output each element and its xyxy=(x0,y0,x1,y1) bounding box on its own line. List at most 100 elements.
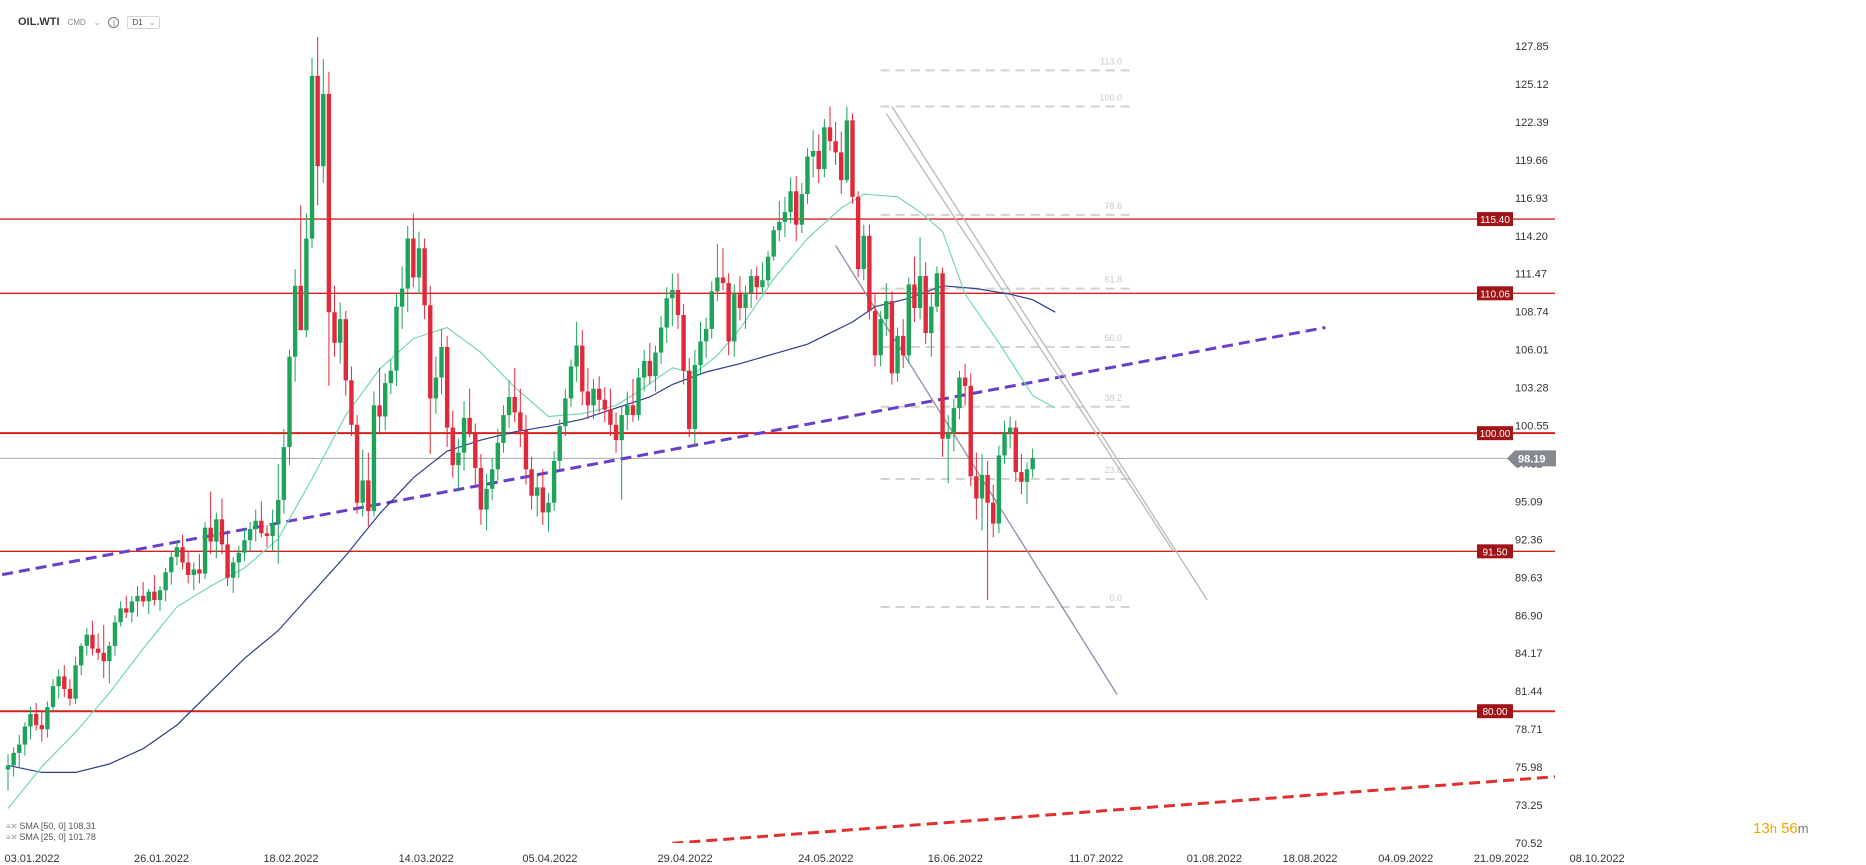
candle-body xyxy=(450,427,455,466)
candle xyxy=(309,57,315,249)
chevron-down-icon[interactable]: ⌄ xyxy=(93,17,101,27)
candle-body xyxy=(287,356,292,448)
level-tag: 110.06 xyxy=(1477,286,1513,301)
candle-body xyxy=(506,397,512,416)
candle xyxy=(253,509,258,542)
timeframe-select[interactable]: D1 ⌄ xyxy=(127,15,161,29)
candle-body xyxy=(957,377,962,409)
fib-level-label: 78.6 xyxy=(1104,201,1122,211)
candle xyxy=(625,391,630,431)
candle xyxy=(287,349,292,466)
candle xyxy=(416,231,422,295)
candle-body xyxy=(95,648,101,653)
candle xyxy=(968,373,973,486)
fib-level-label: 0.0 xyxy=(1109,593,1122,603)
candle xyxy=(782,196,788,238)
candle-body xyxy=(833,141,838,153)
info-icon[interactable]: i xyxy=(108,16,120,28)
candle-body xyxy=(152,591,157,600)
candle-body xyxy=(146,591,151,602)
candle-body xyxy=(816,150,821,170)
candle xyxy=(518,388,523,448)
candle xyxy=(140,581,146,607)
drag-handle-icon[interactable]: ≡✕ xyxy=(6,833,18,842)
candle xyxy=(737,276,743,321)
candle-body xyxy=(934,273,940,307)
candle xyxy=(219,498,225,555)
candle xyxy=(1019,454,1024,495)
candle xyxy=(202,522,208,580)
y-tick-label: 75.98 xyxy=(1515,762,1543,774)
level-tag: 100.00 xyxy=(1477,426,1513,441)
candle xyxy=(1030,448,1035,478)
candle-body xyxy=(276,499,281,524)
candle-body xyxy=(771,230,776,257)
candle-body xyxy=(698,341,703,366)
candle xyxy=(765,251,771,286)
candle xyxy=(45,701,50,738)
candle-body xyxy=(231,562,236,578)
candle xyxy=(805,148,810,204)
candle-body xyxy=(45,707,50,730)
candle-body xyxy=(56,676,61,687)
fib-level-label: 61.8 xyxy=(1104,275,1122,285)
chevron-down-icon: ⌄ xyxy=(148,17,156,27)
candle xyxy=(1007,416,1013,449)
candle-body xyxy=(658,327,664,353)
candle-body xyxy=(664,298,669,328)
candle xyxy=(473,423,478,486)
y-tick-label: 116.93 xyxy=(1515,193,1548,205)
candle-body xyxy=(653,352,658,377)
candle xyxy=(917,237,923,320)
candle xyxy=(73,656,78,705)
candle xyxy=(270,509,275,552)
candle xyxy=(337,302,343,364)
y-tick-label: 119.66 xyxy=(1515,155,1548,167)
candle-body xyxy=(78,645,84,666)
candle xyxy=(687,358,692,438)
candle-body xyxy=(839,152,844,181)
symbol-label[interactable]: OIL.WTI xyxy=(18,16,60,28)
legend-item-sma-50[interactable]: ≡✕ SMA [50, 0] 108.31 xyxy=(6,821,96,832)
candle xyxy=(349,366,354,436)
candle xyxy=(489,458,495,500)
candle xyxy=(129,595,135,623)
candle xyxy=(951,398,957,452)
candle xyxy=(1024,462,1030,505)
candle xyxy=(90,620,95,656)
x-tick-label: 04.09.2022 xyxy=(1378,853,1433,865)
candle-body xyxy=(687,370,692,429)
candle-body xyxy=(608,409,613,425)
candle-body xyxy=(884,301,889,320)
candle-body xyxy=(827,127,833,142)
candle-body xyxy=(326,93,332,313)
level-tag: 91.50 xyxy=(1477,544,1513,559)
candle xyxy=(405,226,410,313)
candle xyxy=(810,130,816,178)
candle xyxy=(118,601,123,627)
candle-body xyxy=(135,595,140,602)
candle-body xyxy=(383,383,388,417)
candle-body xyxy=(202,527,208,574)
legend-item-sma-25[interactable]: ≡✕ SMA [25, 0] 101.78 xyxy=(6,832,96,843)
candle-body xyxy=(461,417,467,453)
candle-body xyxy=(214,519,219,542)
x-tick-label: 11.07.2022 xyxy=(1069,853,1123,865)
candle-body xyxy=(422,248,427,306)
candle-body xyxy=(529,469,534,496)
candle xyxy=(50,679,56,713)
candle xyxy=(664,287,669,343)
candle-body xyxy=(33,713,39,726)
chart-toolbar: OIL.WTI CMD ⌄ i D1 ⌄ xyxy=(18,14,161,30)
candle xyxy=(17,734,22,767)
candle-body xyxy=(917,276,923,309)
drag-handle-icon[interactable]: ≡✕ xyxy=(6,822,18,831)
candle-body xyxy=(501,415,506,443)
candle xyxy=(743,285,748,329)
candle-body xyxy=(253,520,258,530)
candle xyxy=(174,540,180,566)
candle xyxy=(461,401,467,471)
sma-line xyxy=(7,193,1056,809)
candle-body xyxy=(366,480,371,512)
